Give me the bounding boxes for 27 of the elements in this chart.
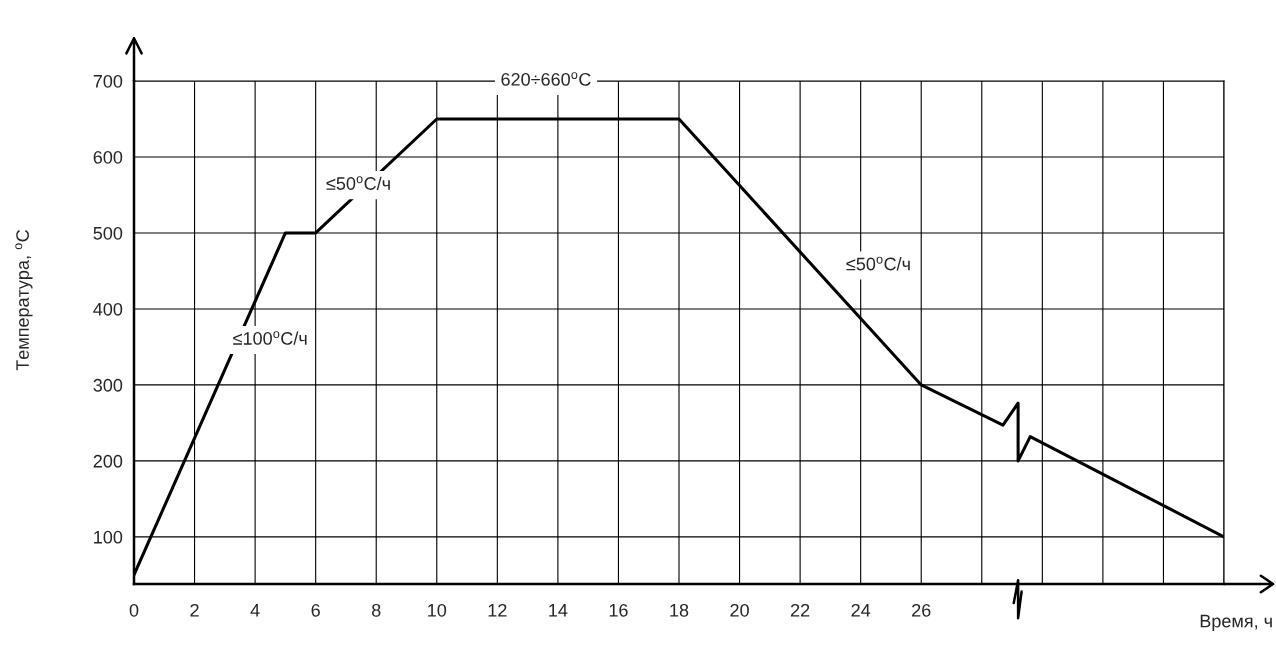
x-tick-label: 0: [129, 603, 139, 617]
y-tick-label: 100: [94, 530, 123, 544]
annotation: ≤50$^{o}$C/ч: [326, 176, 390, 190]
x-tick-label: 8: [371, 603, 381, 617]
x-tick-label: 18: [670, 603, 689, 617]
x-tick-label: 20: [730, 603, 749, 617]
x-tick-label: 24: [851, 603, 871, 617]
x-tick-label: 16: [609, 603, 628, 617]
y-tick-label: 300: [93, 378, 123, 392]
x-tick-label: 22: [790, 603, 810, 617]
annotation: ≤50$^{o}$C/ч: [846, 256, 910, 271]
annotation: ≤100$^{o}$C/ч: [233, 331, 307, 345]
annotation: 620÷660$^{o}$C: [501, 72, 591, 86]
x-axis-title: Время, ч: [1200, 614, 1272, 632]
y-axis-title: Температура, $^{o}$C: [15, 229, 33, 371]
y-tick-label: 700: [93, 74, 123, 88]
y-tick-label: 500: [93, 226, 123, 240]
y-tick-label: 600: [93, 150, 123, 164]
x-tick-label: 12: [488, 603, 507, 617]
y-tick-label: 200: [93, 454, 123, 468]
y-tick-label: 400: [93, 302, 123, 316]
x-tick-label: 10: [428, 603, 447, 617]
x-tick-label: 26: [912, 603, 931, 617]
x-tick-label: 14: [549, 604, 568, 617]
x-tick-label: 2: [190, 603, 199, 617]
x-tick-label: 6: [311, 603, 320, 617]
x-tick-label: 4: [250, 604, 260, 617]
